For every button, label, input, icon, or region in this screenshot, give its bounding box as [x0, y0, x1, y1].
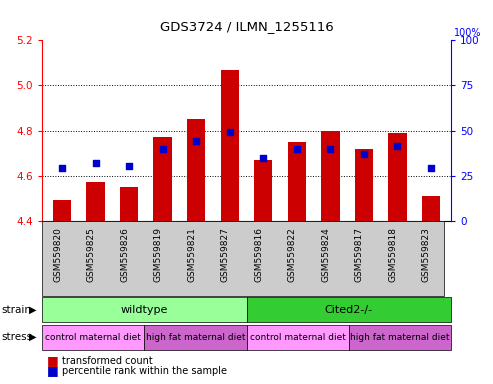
Text: high fat maternal diet: high fat maternal diet — [350, 333, 450, 342]
Text: GSM559822: GSM559822 — [288, 227, 297, 281]
Bar — [254, 160, 273, 221]
Text: GSM559825: GSM559825 — [87, 227, 96, 282]
Text: control maternal diet: control maternal diet — [45, 333, 141, 342]
Text: GSM559820: GSM559820 — [53, 227, 62, 282]
Text: ▶: ▶ — [29, 305, 37, 314]
Point — [360, 151, 368, 157]
Bar — [220, 70, 239, 221]
Text: GSM559826: GSM559826 — [120, 227, 129, 282]
Point — [92, 160, 100, 166]
Point — [226, 129, 234, 135]
Point — [125, 162, 133, 169]
Bar — [153, 137, 172, 221]
Text: strain: strain — [1, 305, 31, 314]
Text: wildtype: wildtype — [120, 305, 168, 314]
Text: ■: ■ — [47, 364, 59, 377]
Point — [293, 146, 301, 152]
Bar — [422, 196, 440, 221]
Bar — [388, 133, 407, 221]
Text: GSM559817: GSM559817 — [355, 227, 364, 282]
Bar — [53, 200, 71, 221]
Text: stress: stress — [1, 332, 32, 342]
Text: GSM559819: GSM559819 — [154, 227, 163, 282]
Text: 100%: 100% — [454, 28, 481, 38]
Bar — [246, 325, 349, 349]
Text: GSM559823: GSM559823 — [422, 227, 431, 282]
Text: high fat maternal diet: high fat maternal diet — [145, 333, 245, 342]
Text: transformed count: transformed count — [62, 356, 152, 366]
Point — [427, 165, 435, 171]
Bar — [187, 119, 206, 221]
Text: GDS3724 / ILMN_1255116: GDS3724 / ILMN_1255116 — [160, 20, 333, 33]
Text: GSM559827: GSM559827 — [221, 227, 230, 282]
Bar — [42, 297, 246, 322]
Text: Cited2-/-: Cited2-/- — [325, 305, 373, 314]
Y-axis label: 100%: 100% — [0, 383, 1, 384]
Point — [58, 165, 66, 171]
Bar — [287, 142, 306, 221]
Text: percentile rank within the sample: percentile rank within the sample — [62, 366, 227, 376]
Point — [159, 146, 167, 152]
Text: GSM559818: GSM559818 — [388, 227, 397, 282]
Bar — [86, 182, 105, 221]
Text: GSM559824: GSM559824 — [321, 227, 330, 281]
Point — [192, 137, 200, 144]
Bar — [321, 131, 340, 221]
Bar — [246, 297, 451, 322]
Text: GSM559816: GSM559816 — [254, 227, 263, 282]
Bar — [354, 149, 373, 221]
Text: control maternal diet: control maternal diet — [250, 333, 346, 342]
Point — [393, 143, 401, 149]
Point — [326, 146, 334, 152]
Bar — [349, 325, 451, 349]
Text: ▶: ▶ — [29, 332, 37, 342]
Point — [259, 155, 267, 161]
Text: ■: ■ — [47, 354, 59, 367]
Bar — [144, 325, 246, 349]
Bar — [120, 187, 139, 221]
Text: GSM559821: GSM559821 — [187, 227, 196, 282]
Bar — [42, 325, 144, 349]
